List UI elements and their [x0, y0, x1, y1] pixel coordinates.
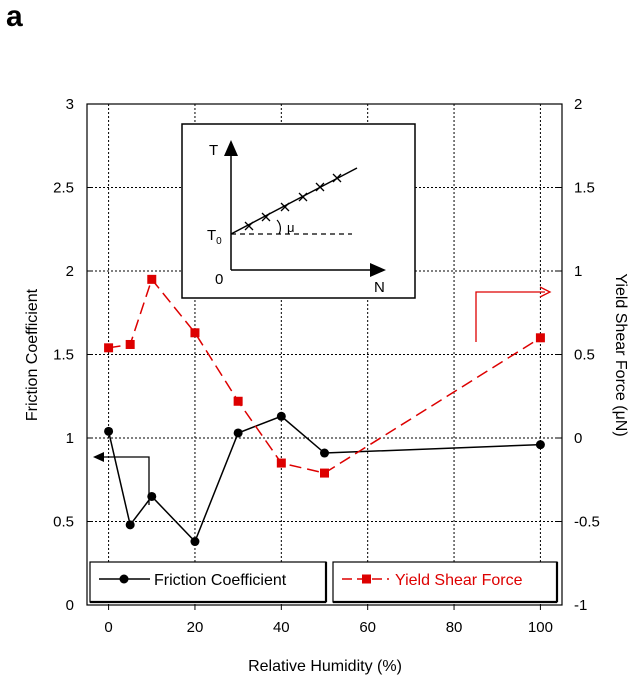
legend-swatch-marker: [119, 574, 129, 584]
inset-data-cross: [280, 202, 290, 212]
y-right-tick-label: 0.5: [574, 347, 595, 364]
y-left-tick-label: 2: [66, 263, 74, 280]
series-friction-coefficient: [104, 411, 545, 547]
y-left-tick-label: 3: [66, 96, 74, 113]
x-tick-label: 100: [528, 619, 553, 636]
data-point: [190, 537, 200, 547]
y-left-tick-label: 0.5: [53, 514, 74, 531]
y-right-tick-label: 1: [574, 263, 582, 280]
y-right-tick-label: 2: [574, 96, 582, 113]
left-axis-arrowhead: [93, 452, 104, 462]
y-axis-left-label: Friction Coefficient: [24, 288, 41, 421]
data-point: [233, 396, 243, 406]
inset-y-axis-label: T: [209, 142, 218, 159]
data-point: [276, 411, 286, 421]
inset-data-cross: [332, 173, 342, 183]
y-left-tick-label: 1.5: [53, 347, 74, 364]
data-point: [233, 428, 243, 438]
series-layer: [104, 274, 545, 547]
x-tick-label: 0: [104, 619, 112, 636]
data-point: [320, 448, 329, 458]
panel-label: a: [6, 0, 23, 33]
inset-x-axis-label: N: [374, 279, 385, 296]
right-axis-arrow: [475, 291, 545, 342]
x-tick-label: 60: [359, 619, 376, 636]
plot-frame: [86, 103, 563, 606]
y-right-tick-label: 1.5: [574, 180, 595, 197]
data-point: [276, 458, 286, 468]
inset-data-cross: [261, 212, 271, 222]
inset-data-cross: [315, 182, 325, 192]
data-point: [125, 520, 135, 530]
inset-origin-label: 0: [215, 271, 223, 288]
inset-angle-label: μ: [287, 220, 295, 235]
inset-y-arrowhead: [224, 140, 238, 156]
legend: Friction Coefficient Yield Shear Force: [89, 561, 559, 604]
data-point: [104, 426, 114, 436]
y-right-tick-label: -1: [574, 597, 587, 614]
data-point: [535, 333, 545, 343]
series-yield-shear-force: [104, 274, 545, 478]
legend-box-friction: [89, 561, 327, 603]
legend-label: Yield Shear Force: [395, 572, 523, 589]
data-point: [147, 274, 157, 284]
y-left-tick-label: 2.5: [53, 180, 74, 197]
y-right-tick-label: -0.5: [574, 514, 600, 531]
y-left-tick-label: 1: [66, 430, 74, 447]
right-axis-arrowhead: [539, 286, 552, 298]
data-point: [190, 328, 200, 338]
y-axis-right-label: Yield Shear Force (μN): [612, 273, 629, 436]
x-tick-label: 20: [187, 619, 204, 636]
legend-swatch-marker: [362, 574, 371, 584]
inset-angle-arc: [276, 219, 281, 235]
legend-label: Friction Coefficient: [154, 572, 287, 589]
inset-intercept-subscript: 0: [216, 236, 222, 247]
inset-x-arrowhead: [370, 263, 386, 277]
data-point: [125, 339, 135, 349]
inset-data-cross: [244, 221, 254, 231]
x-tick-label: 80: [446, 619, 463, 636]
axis-indicator-arrows: [93, 286, 552, 505]
x-axis-label: Relative Humidity (%): [248, 658, 402, 675]
inset-frame: [181, 123, 416, 299]
y-left-tick-label: 0: [66, 597, 74, 614]
data-point: [535, 440, 545, 450]
left-axis-arrow: [100, 456, 150, 505]
x-tick-label: 40: [273, 619, 290, 636]
series-line: [108, 277, 541, 474]
series-line: [107, 415, 541, 543]
y-right-tick-label: 0: [574, 430, 582, 447]
axes: 00.511.522.53-1-0.500.511.520 20 40 60 80 100: [53, 96, 600, 636]
inset-data-cross: [298, 192, 308, 202]
data-point: [320, 468, 329, 478]
data-point: [104, 343, 114, 353]
